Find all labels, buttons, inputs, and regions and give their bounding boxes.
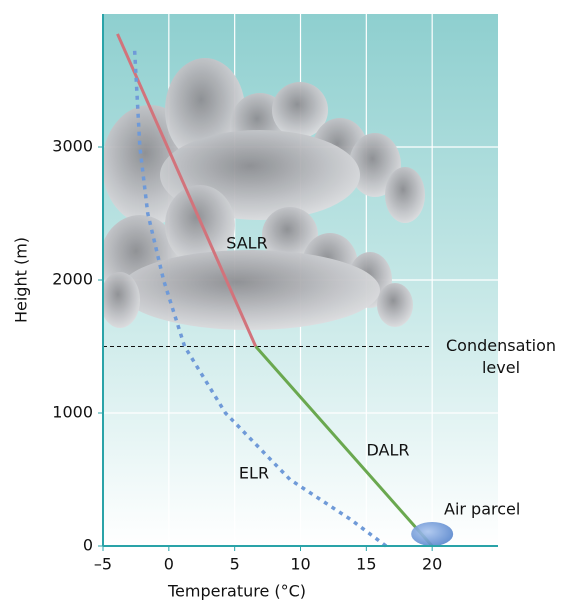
x-tick-label: 0 <box>164 555 174 574</box>
series-line <box>254 345 434 547</box>
y-tick-label: 1000 <box>52 403 93 422</box>
x-axis-label: Temperature (°C) <box>167 582 306 601</box>
series-label: ELR <box>239 464 269 483</box>
y-axis-label: Height (m) <box>12 237 31 323</box>
air-parcel-label: Air parcel <box>444 500 520 519</box>
condensation-label: Condensation level <box>445 336 557 377</box>
y-tick-label: 3000 <box>52 137 93 156</box>
marks <box>103 33 454 548</box>
clouds <box>103 58 425 330</box>
series-line <box>132 49 388 548</box>
y-tick-label: 2000 <box>52 270 93 289</box>
x-tick-label: 5 <box>230 555 240 574</box>
x-tick-label: 20 <box>422 555 442 574</box>
series-line <box>116 33 258 348</box>
series-label: SALR <box>226 234 267 253</box>
x-tick-label: –5 <box>94 555 112 574</box>
series-label: DALR <box>366 441 409 460</box>
air-parcel <box>411 522 454 546</box>
y-tick-label: 0 <box>83 536 93 555</box>
x-tick-label: 10 <box>290 555 310 574</box>
x-tick-label: 15 <box>356 555 376 574</box>
